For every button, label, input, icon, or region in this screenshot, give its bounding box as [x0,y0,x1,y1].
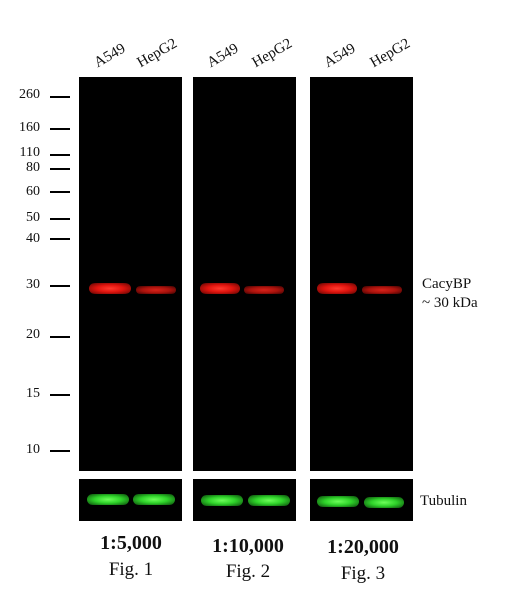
figure-caption-1: Fig. 1 [108,559,154,580]
cacybp-band-hepg2-1 [136,286,176,294]
tubulin-band-a549-2 [201,495,243,506]
marker-tick-60 [50,191,70,193]
target-size-label: ~ 30 kDa [422,295,478,311]
cacybp-band-hepg2-3 [362,286,402,294]
dilution-label-1: 1:5,000 [100,532,162,554]
marker-tick-260 [50,96,70,98]
marker-tick-160 [50,128,70,130]
marker-tick-20 [50,336,70,338]
marker-60: 60 [26,184,40,199]
tubulin-band-a549-1 [87,494,129,505]
target-name-label: CacyBP [422,276,472,292]
marker-50: 50 [26,210,40,225]
marker-15: 15 [26,386,40,401]
marker-tick-30 [50,285,70,287]
tubulin-band-hepg2-3 [364,497,404,508]
marker-10: 10 [26,442,40,457]
cacybp-band-a549-1 [89,283,131,294]
marker-tick-15 [50,394,70,396]
blot-panel-1 [79,77,182,471]
marker-tick-10 [50,450,70,452]
dilution-label-2: 1:10,000 [212,535,284,557]
tubulin-band-hepg2-1 [133,494,175,505]
marker-30: 30 [26,277,40,292]
lane-label-a549-1: A549 [91,40,129,72]
lane-label-hepg2-3: HepG2 [367,35,414,72]
marker-260: 260 [19,87,40,102]
blot-panel-3 [310,77,413,471]
tubulin-band-hepg2-2 [248,495,290,506]
marker-20: 20 [26,327,40,342]
blot-panel-2 [193,77,296,471]
tubulin-band-a549-3 [317,496,359,507]
figure-caption-2: Fig. 2 [225,561,271,582]
lane-label-hepg2-2: HepG2 [249,35,296,72]
tubulin-label: Tubulin [420,493,467,509]
lane-label-a549-3: A549 [321,40,359,72]
marker-80: 80 [26,160,40,175]
marker-tick-80 [50,168,70,170]
marker-tick-110 [50,154,70,156]
dilution-label-3: 1:20,000 [327,536,399,558]
lane-label-a549-2: A549 [204,40,242,72]
cacybp-band-a549-2 [200,283,240,294]
marker-160: 160 [19,120,40,135]
marker-tick-40 [50,238,70,240]
cacybp-band-hepg2-2 [244,286,284,294]
lane-label-hepg2-1: HepG2 [134,35,181,72]
marker-40: 40 [26,231,40,246]
cacybp-band-a549-3 [317,283,357,294]
marker-tick-50 [50,218,70,220]
marker-110: 110 [19,145,40,160]
figure-caption-3: Fig. 3 [340,563,386,584]
